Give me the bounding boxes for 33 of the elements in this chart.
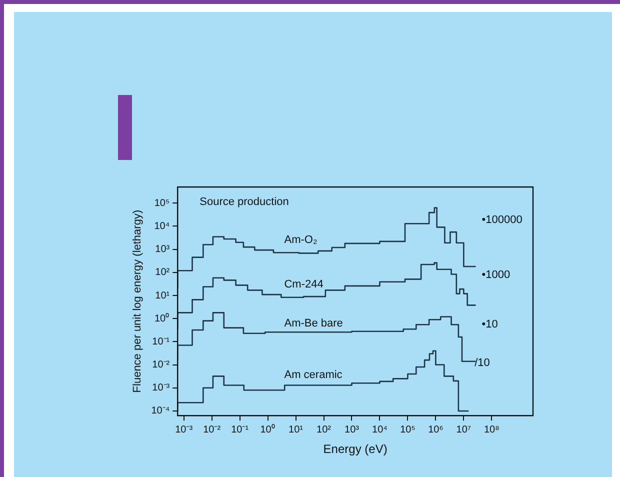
y-tick-label: 10⁻⁴ [151, 406, 170, 417]
y-tick-label: 10¹ [155, 290, 170, 302]
series-label: Am-O₂ [284, 234, 318, 246]
y-tick-label: 10² [155, 267, 170, 278]
x-tick-label: 10³ [344, 424, 360, 436]
annotation: Source production [200, 196, 289, 208]
x-tick-label: 10⁸ [484, 424, 500, 436]
x-tick-label: 10⁻¹ [231, 424, 250, 436]
x-tick-label: 10⁰ [260, 423, 276, 436]
x-tick-label: 10² [316, 424, 332, 436]
y-tick-label: 10⁴ [154, 220, 170, 232]
x-tick-label: 10⁻² [203, 424, 222, 436]
y-tick-label: 10⁻² [152, 360, 170, 371]
x-tick-label: 10⁻³ [175, 424, 194, 436]
x-tick-label: 10⁷ [456, 424, 472, 436]
annotation: •10 [482, 318, 498, 331]
y-tick-label: 10⁻³ [152, 382, 170, 394]
annotation: •1000 [482, 268, 510, 281]
y-axis-title: Fluence per unit log energy (lethargy) [132, 210, 144, 393]
y-tick-label: 10⁵ [154, 198, 170, 209]
x-tick-label: 10⁶ [428, 424, 444, 436]
y-tick-label: 10³ [155, 244, 170, 256]
y-tick-label: 10⁰ [154, 312, 170, 324]
annotation: •100000 [482, 214, 522, 226]
x-tick-label: 10⁴ [372, 424, 388, 436]
y-tick-label: 10⁻¹ [152, 336, 170, 348]
series-label: Am ceramic [284, 369, 343, 382]
series-label: Am-Be bare [284, 317, 343, 330]
series-label: Cm-244 [284, 278, 324, 291]
x-tick-label: 10¹ [288, 424, 304, 436]
x-tick-label: 10⁵ [400, 424, 416, 436]
x-axis-title: Energy (eV) [323, 442, 388, 456]
annotation: /10 [474, 356, 490, 369]
